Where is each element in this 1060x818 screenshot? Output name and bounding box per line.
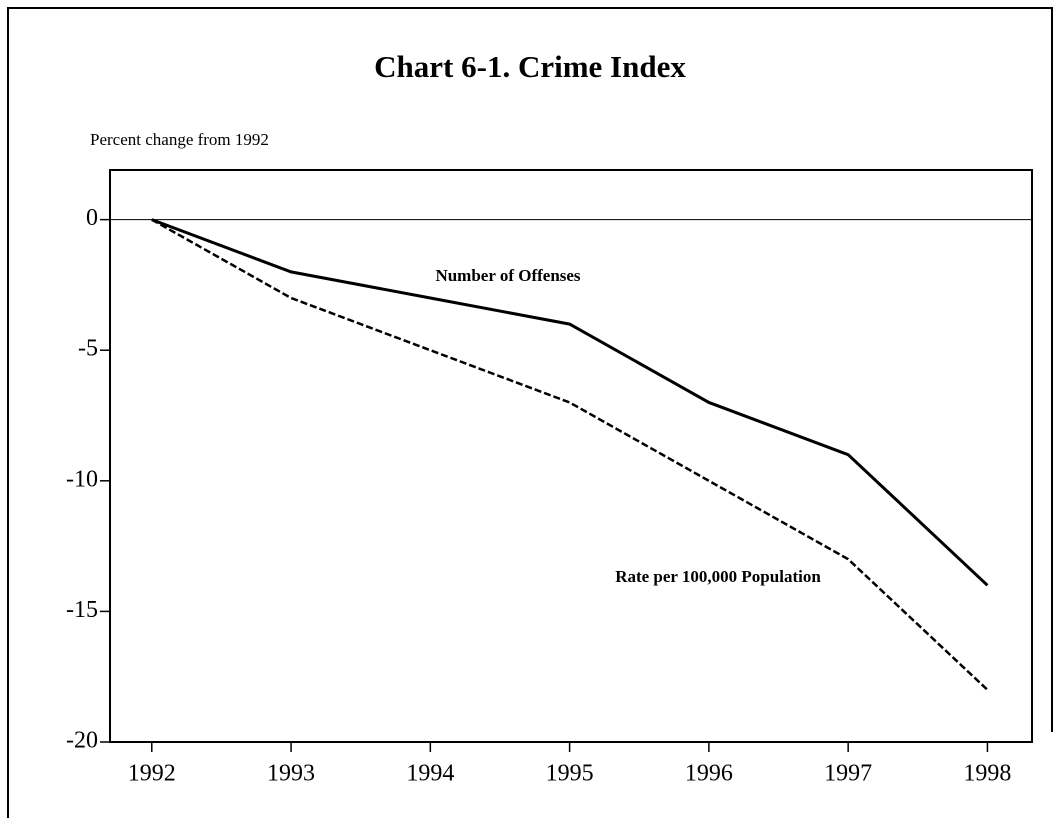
frame bbox=[7, 7, 1053, 818]
series-line bbox=[151, 218, 989, 691]
x-tick-label: 1998 bbox=[963, 761, 1011, 787]
series-label: Rate per 100,000 Population bbox=[615, 567, 821, 586]
x-tick-label: 1996 bbox=[685, 761, 733, 787]
y-tick-label: -20 bbox=[66, 728, 98, 754]
y-axis-label: Percent change from 1992 bbox=[90, 130, 269, 149]
plot-frame bbox=[109, 169, 1033, 743]
series-label: Number of Offenses bbox=[435, 266, 580, 285]
x-tick-label: 1994 bbox=[406, 761, 454, 787]
x-tick-label: 1997 bbox=[824, 761, 872, 787]
y-tick-label: 0 bbox=[86, 205, 98, 231]
y-tick-label: -5 bbox=[78, 336, 98, 362]
x-tick-label: 1993 bbox=[267, 761, 315, 787]
x-tick-label: 1995 bbox=[546, 761, 594, 787]
y-tick-label: -15 bbox=[66, 597, 98, 623]
x-tick-label: 1992 bbox=[128, 761, 176, 787]
y-tick-label: -10 bbox=[66, 466, 98, 492]
series-line bbox=[151, 218, 989, 587]
chart-title: Chart 6-1. Crime Index bbox=[374, 49, 686, 84]
